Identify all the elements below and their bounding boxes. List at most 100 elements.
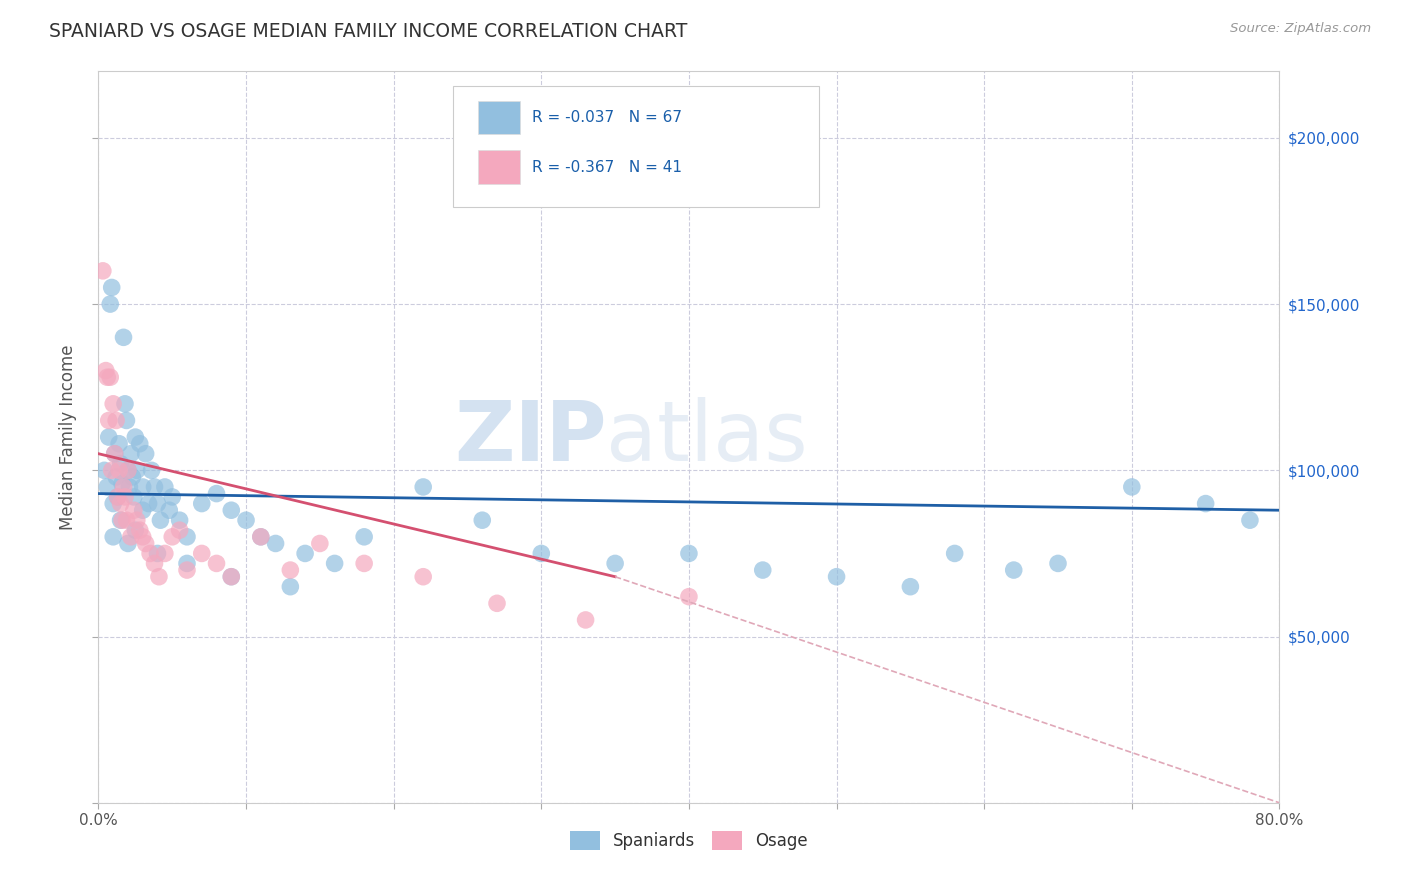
Point — [96, 370, 118, 384]
Point — [752, 563, 775, 577]
Point — [139, 546, 162, 560]
Point — [169, 513, 191, 527]
Point — [309, 536, 332, 550]
Point — [97, 413, 120, 427]
Point — [120, 447, 142, 461]
Point — [110, 457, 132, 471]
Point — [117, 463, 139, 477]
Point — [97, 430, 120, 444]
Point — [103, 397, 125, 411]
Point — [280, 563, 302, 577]
Legend: Spaniards, Osage: Spaniards, Osage — [564, 824, 814, 856]
Point — [148, 570, 170, 584]
Point — [111, 513, 134, 527]
Point — [124, 430, 146, 444]
Point — [100, 280, 122, 294]
Point — [104, 447, 127, 461]
Point — [104, 447, 127, 461]
FancyBboxPatch shape — [478, 151, 520, 184]
Point — [93, 463, 115, 477]
Y-axis label: Median Family Income: Median Family Income — [59, 344, 77, 530]
Point — [146, 546, 169, 560]
Point — [98, 370, 121, 384]
Point — [96, 480, 118, 494]
Point — [486, 596, 509, 610]
Text: Source: ZipAtlas.com: Source: ZipAtlas.com — [1230, 22, 1371, 36]
Point — [138, 497, 160, 511]
Point — [157, 503, 180, 517]
Point — [575, 613, 598, 627]
Point — [530, 546, 553, 560]
Point — [162, 490, 183, 504]
Point — [125, 513, 148, 527]
Point — [108, 436, 131, 450]
Point — [98, 297, 121, 311]
Point — [176, 530, 198, 544]
Point — [132, 503, 155, 517]
Point — [264, 536, 287, 550]
Point — [162, 530, 183, 544]
Point — [114, 490, 136, 504]
Point — [191, 546, 214, 560]
Point — [132, 530, 155, 544]
Text: atlas: atlas — [606, 397, 808, 477]
Point — [91, 264, 114, 278]
Point — [135, 536, 157, 550]
Point — [412, 570, 434, 584]
Point — [1195, 497, 1218, 511]
Point — [1239, 513, 1261, 527]
Point — [105, 470, 128, 484]
Text: SPANIARD VS OSAGE MEDIAN FAMILY INCOME CORRELATION CHART: SPANIARD VS OSAGE MEDIAN FAMILY INCOME C… — [49, 22, 688, 41]
Point — [100, 463, 122, 477]
Point — [122, 503, 145, 517]
Point — [120, 530, 142, 544]
Point — [115, 513, 138, 527]
Point — [605, 557, 627, 571]
Point — [128, 523, 150, 537]
Point — [103, 497, 125, 511]
Point — [125, 463, 148, 477]
Point — [191, 497, 214, 511]
Point — [121, 470, 143, 484]
Point — [122, 490, 145, 504]
Point — [235, 513, 257, 527]
Point — [353, 557, 375, 571]
Point — [114, 397, 136, 411]
Point — [105, 413, 128, 427]
Point — [94, 363, 117, 377]
Point — [143, 480, 166, 494]
Point — [110, 497, 132, 511]
Point — [135, 447, 157, 461]
Point — [111, 476, 134, 491]
Point — [205, 486, 228, 500]
Point — [117, 463, 139, 477]
Point — [153, 480, 176, 494]
Point — [323, 557, 346, 571]
FancyBboxPatch shape — [478, 101, 520, 135]
Point — [205, 557, 228, 571]
Point — [153, 546, 176, 560]
Point — [128, 436, 150, 450]
Point — [678, 590, 700, 604]
Point — [412, 480, 434, 494]
Point — [471, 513, 494, 527]
Text: R = -0.037   N = 67: R = -0.037 N = 67 — [531, 110, 682, 125]
Point — [149, 513, 172, 527]
FancyBboxPatch shape — [453, 86, 818, 207]
Point — [169, 523, 191, 537]
Point — [110, 513, 132, 527]
Point — [146, 497, 169, 511]
Point — [143, 557, 166, 571]
Point — [678, 546, 700, 560]
Point — [112, 330, 135, 344]
Point — [250, 530, 273, 544]
Point — [221, 570, 243, 584]
Point — [117, 536, 139, 550]
Point — [1046, 557, 1070, 571]
Point — [900, 580, 922, 594]
Point — [107, 490, 129, 504]
Text: ZIP: ZIP — [454, 397, 606, 477]
Point — [108, 463, 131, 477]
Point — [115, 413, 138, 427]
Point — [118, 480, 141, 494]
